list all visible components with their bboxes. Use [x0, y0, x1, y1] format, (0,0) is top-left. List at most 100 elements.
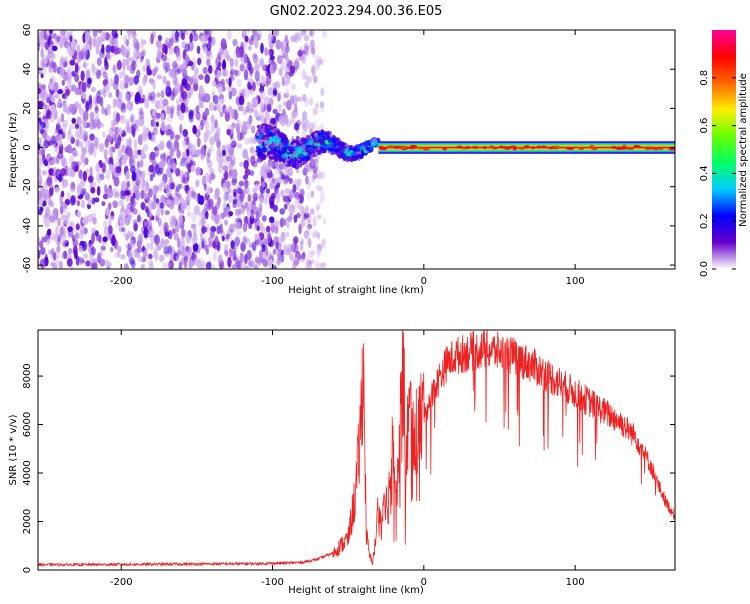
spectrogram-noise-cell [46, 135, 52, 142]
spectrogram-noise-cell [141, 49, 146, 57]
spectrogram-noise-cell [260, 42, 264, 54]
snr-y-tick-label: 6000 [22, 412, 33, 437]
spectrogram-noise-cell [153, 67, 158, 74]
spectrogram-noise-cell [207, 198, 214, 210]
spectrogram-noise-cell [210, 226, 217, 233]
spectrogram-noise-cell [71, 117, 77, 124]
spectrogram-carrier-peak [498, 145, 504, 149]
spectrogram-noise-cell [72, 239, 79, 247]
spectrogram-carrier-peak [536, 145, 542, 149]
spectrogram-noise-cell [315, 163, 319, 172]
spectrogram-noise-cell [81, 92, 87, 100]
spectrogram-noise-cell [303, 75, 309, 81]
spectrogram-noise-cell [179, 30, 184, 39]
spectrogram-noise-cell [78, 107, 85, 116]
spectrogram-image [38, 30, 675, 269]
spectrogram-noise-cell [150, 98, 156, 104]
spectrogram-noise-cell [261, 181, 265, 188]
spectrogram-noise-cell [172, 60, 178, 70]
spectrogram-noise-cell [250, 213, 256, 219]
snr-x-ticks: -200 -100 0 100 [110, 330, 585, 588]
spectrogram-signal-cell [284, 152, 288, 158]
spectrogram-noise-cell [133, 139, 138, 150]
spectrogram-noise-cell [69, 187, 76, 193]
spectrogram-noise-cell [150, 33, 154, 45]
spectrogram-noise-cell [292, 260, 299, 266]
spectrogram-noise-cell [233, 109, 238, 121]
spectrogram-noise-cell [203, 176, 209, 183]
spectrogram-noise-cell [217, 196, 222, 205]
spectrogram-noise-cell [299, 240, 304, 252]
spectrogram-noise-cell [155, 112, 161, 119]
spectrogram-noise-cell [138, 233, 143, 244]
spectrogram-noise-cell [78, 117, 82, 128]
spectrogram-noise-cell [58, 37, 64, 49]
spectrogram-signal-cell [351, 151, 357, 156]
spectrogram-noise-cell [113, 252, 119, 259]
spectrogram-noise-cell [48, 113, 55, 124]
spectrogram-noise-cell [128, 56, 134, 63]
spectrogram-noise-cell [152, 117, 156, 128]
spectrogram-noise-cell [242, 120, 247, 132]
spectrogram-noise-cell [291, 95, 296, 106]
spectrogram-noise-cell [182, 129, 188, 137]
spectrogram-noise-cell [217, 106, 221, 113]
spectrogram-noise-cell [113, 176, 120, 187]
spectrogram-noise-cell [122, 59, 129, 66]
spectrogram-noise-cell [77, 132, 84, 140]
spectrogram-signal-cell [300, 157, 306, 162]
spectrogram-noise-cell [38, 157, 44, 168]
spectrogram-noise-cell [192, 73, 199, 81]
spectrogram-noise-cell [124, 74, 130, 84]
spectrogram-noise-cell [185, 149, 190, 157]
spectrogram-noise-cell [51, 45, 58, 51]
spectrogram-noise-cell [276, 258, 281, 266]
spectrogram-noise-cell [152, 117, 156, 128]
spectrogram-noise-cell [322, 217, 327, 225]
spectrogram-carrier-peak [400, 145, 407, 149]
spectrogram-noise-cell [288, 189, 293, 201]
spectrogram-noise-cell [169, 215, 175, 224]
spectrogram-noise-cell [312, 119, 317, 131]
spectrogram-noise-cell [102, 193, 109, 200]
spectrogram-carrier-peak [524, 145, 530, 149]
spectrogram-noise-cell [103, 148, 108, 156]
spectrogram-noise-cell [38, 31, 42, 41]
spectrogram-noise-cell [252, 81, 256, 92]
spectrogram-noise-cell [80, 199, 85, 209]
spectrogram-noise-cell [38, 149, 43, 156]
spectrogram-noise-cell [118, 157, 123, 169]
spectrogram-noise-cell [258, 197, 264, 205]
spectrogram-noise-cell [309, 30, 314, 37]
spectrogram-signal-cell [281, 158, 286, 161]
spectrogram-noise-cell [83, 131, 89, 142]
spectrogram-noise-cell [127, 230, 131, 239]
spectrogram-noise-cell [80, 70, 85, 82]
spectrogram-noise-cell [192, 228, 197, 236]
spectrogram-signal-cell [337, 148, 343, 152]
spectrogram-noise-cell [152, 185, 158, 195]
spectrogram-noise-cell [232, 200, 237, 209]
spectrogram-noise-cell [190, 223, 196, 230]
spectrogram-noise-cell [69, 59, 76, 66]
spectrogram-noise-cell [163, 245, 169, 255]
spectrogram-carrier-peak [512, 147, 518, 151]
spectrogram-noise-cell [208, 241, 213, 248]
spectrogram-noise-cell [145, 242, 150, 250]
spectrogram-noise-cell [206, 58, 211, 67]
spectrogram-noise-cell [277, 246, 282, 255]
spectrogram-noise-cell [115, 112, 121, 123]
spectrogram-noise-cell [96, 95, 101, 104]
spectrogram-noise-cell [41, 200, 47, 207]
spectrogram-noise-cell [114, 142, 119, 149]
spectrogram-noise-cell [213, 205, 218, 217]
spectrogram-noise-cell [267, 32, 273, 43]
spectrogram-noise-cell [48, 249, 53, 255]
spectrogram-noise-cell [252, 30, 257, 37]
spectrogram-signal-cell [324, 144, 330, 149]
spectrogram-noise-cell [70, 134, 75, 145]
spectrogram-y-tick-label: 40 [22, 63, 33, 76]
spectrogram-noise-cell [163, 184, 170, 191]
spectrogram-noise-cell [293, 243, 299, 254]
spectrogram-noise-cell [153, 248, 158, 259]
